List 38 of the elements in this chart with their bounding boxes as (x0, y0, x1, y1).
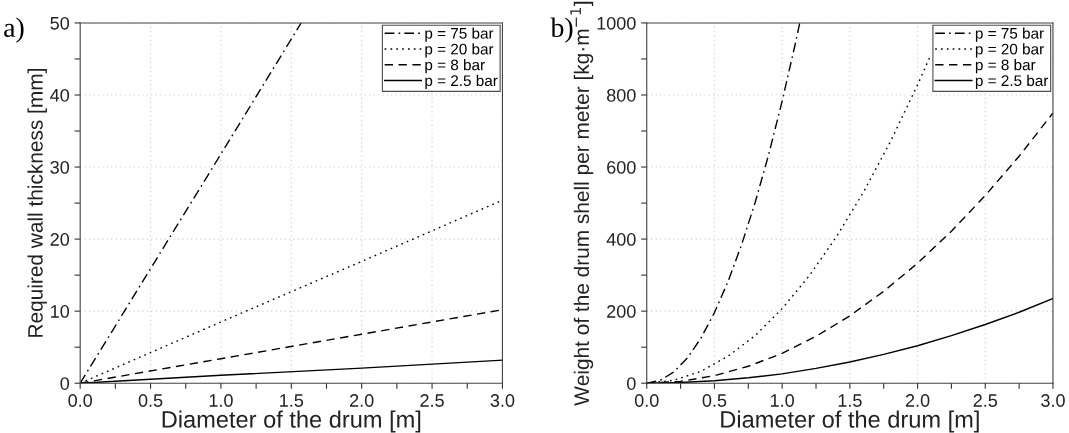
x-axis-title: Diameter of the drum [m] (721, 410, 979, 433)
legend-label: p = 75 bar (425, 27, 494, 42)
y-tick-label: 30 (50, 160, 70, 174)
x-tick-label: 1.5 (838, 394, 862, 407)
y-axis-title: Required wall thickness [mm] (27, 69, 47, 337)
legend-label: p = 8 bar (975, 59, 1036, 74)
x-tick-label: 3.0 (490, 394, 515, 407)
x-tick-label: 1.0 (209, 394, 233, 407)
x-tick-label: 2.5 (973, 394, 998, 407)
y-tick-label: 0 (60, 377, 70, 390)
legend-label: p = 75 bar (975, 27, 1044, 42)
legend-label: p = 8 bar (425, 59, 485, 74)
y-tick-label: 400 (606, 233, 636, 246)
legend-label: p = 2.5 bar (425, 74, 498, 90)
y-tick-label: 0 (626, 377, 636, 390)
legend-label: p = 20 bar (975, 43, 1044, 58)
x-tick-label: 0.5 (138, 394, 163, 407)
y-tick-label: 600 (607, 160, 636, 174)
x-tick-label: 0.0 (634, 394, 659, 407)
x-axis-title: Diameter of the drum [m] (162, 410, 421, 433)
legend-label: p = 2.5 bar (975, 74, 1049, 90)
y-tick-label: 40 (50, 88, 70, 102)
x-tick-label: 1.0 (770, 394, 794, 407)
x-tick-label: 3.0 (1041, 394, 1065, 407)
y-tick-label: 50 (50, 16, 70, 30)
y-tick-label: 10 (51, 305, 70, 318)
y-tick-label: 1000 (597, 16, 636, 30)
x-tick-label: 0.0 (68, 394, 93, 407)
x-tick-label: 2.0 (905, 394, 930, 407)
text: a) (4, 17, 24, 43)
y-tick-label: 200 (607, 305, 636, 318)
y-tick-label: 20 (50, 233, 70, 246)
x-tick-label: 0.5 (702, 394, 727, 407)
x-tick-label: 2.5 (420, 394, 444, 407)
x-tick-label: 2.0 (350, 394, 374, 407)
x-tick-label: 1.5 (280, 394, 304, 407)
y-tick-label: 800 (606, 88, 636, 102)
legend-label: p = 20 bar (425, 43, 494, 58)
